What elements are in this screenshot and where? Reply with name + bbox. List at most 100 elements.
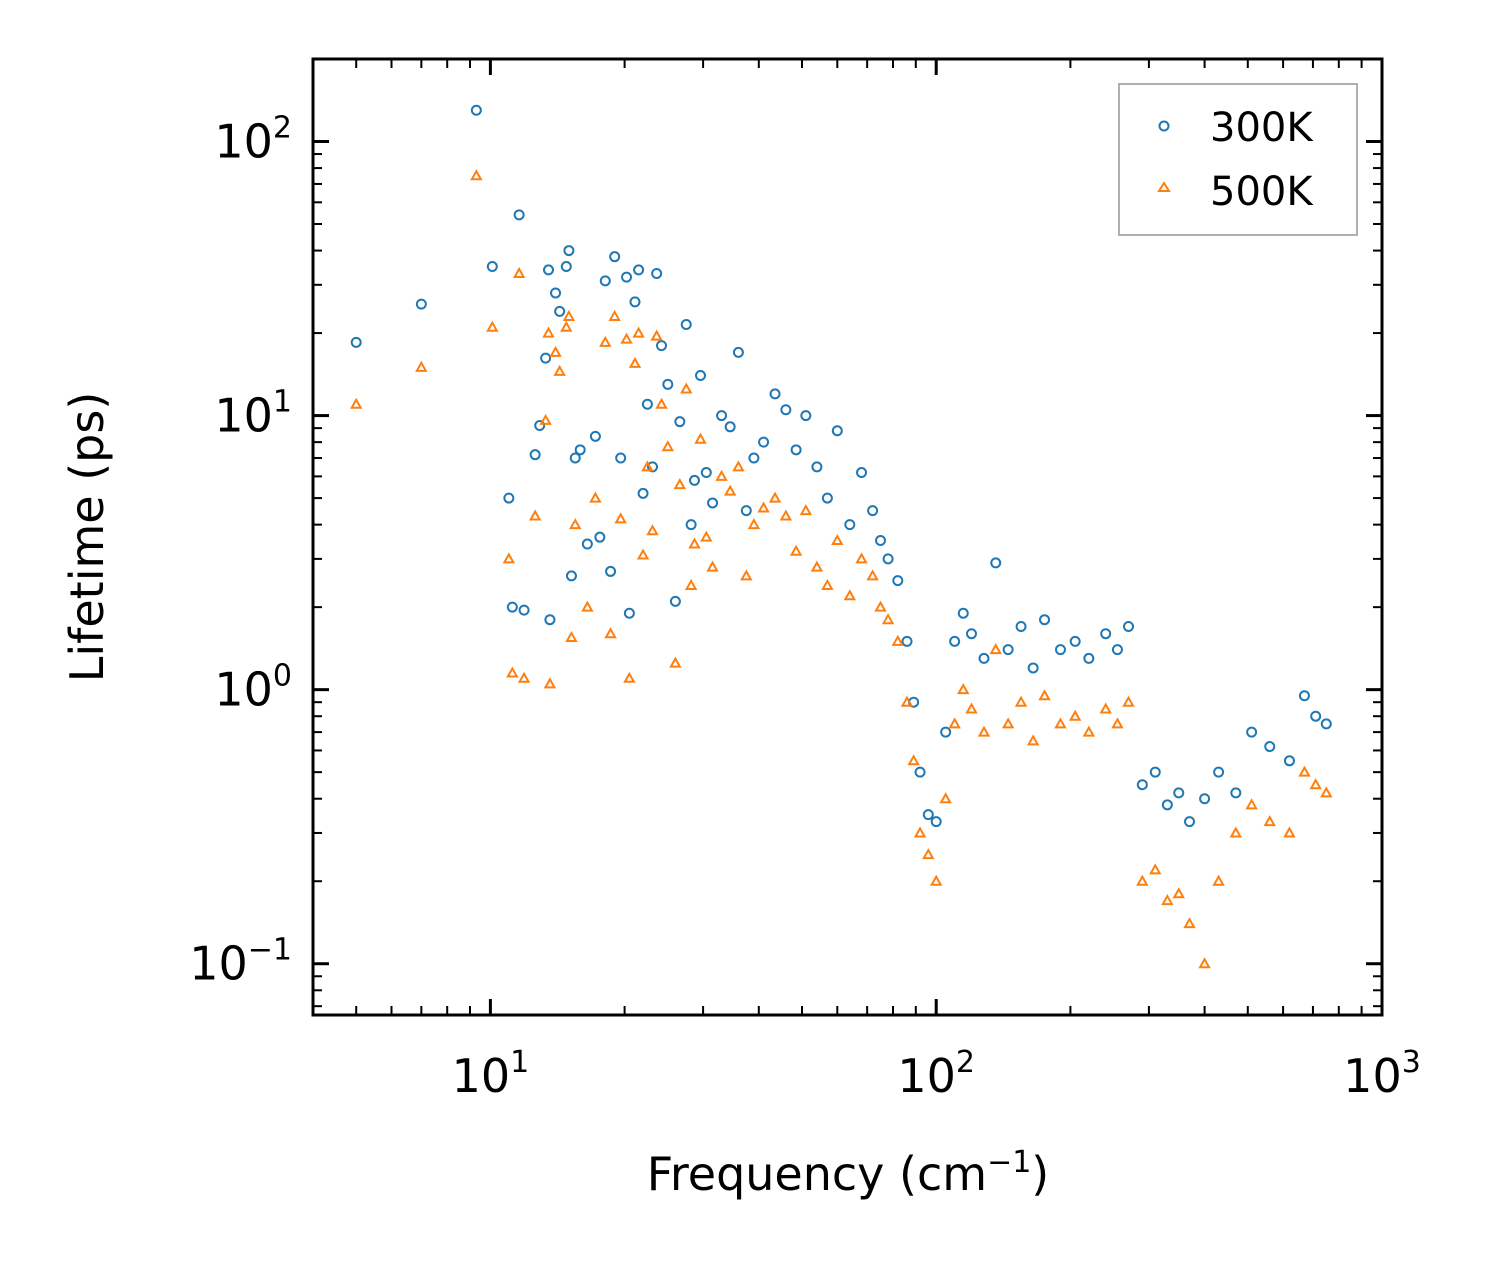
point-300k-19: [574, 444, 586, 456]
point-500k-50: [789, 544, 803, 556]
point-300k-64: [901, 635, 913, 647]
point-300k-8: [529, 449, 541, 461]
point-300k-30: [633, 264, 645, 276]
point-500k-23: [614, 512, 627, 524]
point-500k-87: [1198, 957, 1211, 969]
point-300k-3: [486, 260, 498, 272]
point-500k-24: [620, 332, 633, 344]
point-500k-43: [723, 484, 737, 496]
point-500k-26: [628, 356, 642, 368]
point-500k-67: [948, 717, 961, 729]
point-500k-61: [900, 695, 914, 707]
legend: 300K 500K: [1118, 83, 1358, 236]
point-500k-48: [768, 491, 782, 503]
point-300k-15: [560, 260, 572, 272]
point-300k-98: [1320, 718, 1332, 730]
point-300k-35: [656, 340, 668, 352]
point-300k-2: [470, 104, 482, 116]
point-500k-2: [470, 169, 483, 181]
point-500k-20: [599, 335, 612, 347]
point-300k-67: [922, 809, 934, 821]
point-500k-76: [1054, 717, 1067, 729]
point-500k-65: [929, 874, 943, 886]
point-500k-81: [1122, 695, 1135, 707]
point-500k-46: [747, 518, 761, 530]
point-500k-64: [922, 848, 935, 860]
point-300k-85: [1136, 779, 1148, 791]
y-tick-label-3: 102: [214, 111, 292, 169]
point-500k-79: [1099, 702, 1112, 714]
point-300k-36: [662, 378, 674, 390]
point-300k-86: [1149, 766, 1161, 778]
point-300k-51: [769, 388, 781, 400]
point-300k-95: [1283, 755, 1295, 767]
point-300k-63: [892, 575, 904, 587]
point-500k-12: [549, 345, 562, 357]
point-500k-9: [539, 413, 552, 425]
x-tick-labels: 101 102 103: [452, 1045, 1421, 1103]
point-500k-47: [757, 501, 770, 513]
point-300k-6: [513, 209, 525, 221]
point-300k-77: [1027, 662, 1039, 674]
point-300k-83: [1111, 644, 1123, 656]
point-500k-57: [866, 569, 879, 581]
y-tick-label-1: 100: [214, 659, 292, 717]
point-500k-77: [1068, 709, 1082, 721]
point-500k-58: [874, 600, 887, 612]
point-300k-26: [615, 452, 627, 464]
point-500k-30: [646, 524, 659, 536]
point-500k-15: [562, 309, 576, 321]
point-300k-93: [1246, 726, 1258, 738]
point-500k-32: [655, 397, 668, 409]
y-tick-labels: 10−1 100 101 102: [189, 111, 292, 991]
point-500k-45: [740, 569, 753, 581]
point-500k-53: [821, 578, 834, 590]
point-300k-80: [1069, 635, 1081, 647]
legend-marker-300k: [1158, 120, 1170, 132]
point-500k-71: [989, 643, 1002, 655]
point-300k-92: [1230, 787, 1242, 799]
point-300k-9: [534, 420, 546, 432]
point-500k-52: [810, 560, 824, 572]
point-300k-90: [1199, 793, 1211, 805]
point-300k-55: [811, 461, 823, 473]
point-500k-44: [732, 460, 745, 472]
point-500k-10: [542, 326, 555, 338]
point-300k-43: [700, 466, 712, 478]
point-300k-96: [1298, 690, 1310, 702]
major-ticks: [313, 59, 1384, 1015]
point-300k-46: [724, 421, 736, 433]
point-500k-33: [661, 440, 675, 452]
point-500k-92: [1283, 826, 1296, 838]
point-300k-53: [790, 444, 802, 456]
point-300k-56: [821, 492, 833, 504]
point-500k-40: [700, 530, 713, 542]
point-300k-27: [621, 271, 633, 283]
point-300k-24: [605, 565, 617, 577]
point-300k-57: [831, 425, 843, 437]
point-300k-71: [957, 607, 969, 619]
point-300k-18: [569, 452, 581, 464]
point-500k-55: [843, 589, 857, 601]
point-300k-50: [758, 436, 770, 448]
point-500k-31: [650, 329, 663, 341]
series-300k: [350, 104, 1332, 828]
point-300k-41: [689, 474, 701, 486]
point-300k-69: [940, 726, 952, 738]
point-500k-4: [502, 552, 516, 564]
point-300k-21: [589, 430, 601, 442]
point-500k-25: [623, 671, 636, 683]
point-300k-54: [800, 410, 812, 422]
point-300k-72: [965, 628, 977, 640]
legend-marker-500k: [1157, 181, 1171, 192]
point-300k-68: [930, 816, 942, 828]
point-500k-80: [1111, 717, 1124, 729]
point-300k-31: [637, 487, 649, 499]
point-300k-7: [518, 604, 530, 616]
point-500k-21: [604, 627, 617, 639]
point-500k-84: [1161, 894, 1174, 906]
point-300k-10: [540, 352, 552, 364]
point-300k-28: [623, 607, 635, 619]
point-300k-14: [554, 305, 566, 317]
